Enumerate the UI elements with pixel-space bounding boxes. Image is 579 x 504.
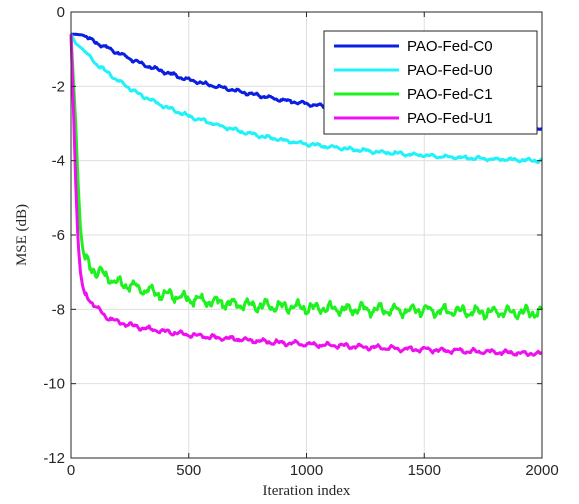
y-tick-label: -12 xyxy=(43,450,65,467)
legend-label: PAO-Fed-U1 xyxy=(407,110,493,127)
series-line-pao-fed-c1 xyxy=(69,34,544,321)
y-tick-label: 0 xyxy=(57,4,65,21)
x-tick-label: 0 xyxy=(67,462,75,479)
x-tick-label: 1000 xyxy=(290,462,323,479)
y-tick-label: -8 xyxy=(52,301,65,318)
series-line-pao-fed-u0 xyxy=(69,33,544,165)
x-tick-label: 1500 xyxy=(408,462,441,479)
tick-labels: 0 500 1000 1500 2000 -12 -10 -8 -6 -4 -2 0 xyxy=(43,4,558,479)
legend-label: PAO-Fed-C1 xyxy=(407,86,493,103)
y-tick-label: -2 xyxy=(52,78,65,95)
y-tick-label: -10 xyxy=(43,376,65,393)
y-axis-label: MSE (dB) xyxy=(14,204,30,266)
legend: PAO-Fed-C0 PAO-Fed-U0 PAO-Fed-C1 PAO-Fed-U1 xyxy=(323,30,538,135)
x-tick-label: 2000 xyxy=(525,462,558,479)
legend-label: PAO-Fed-C0 xyxy=(407,38,493,55)
legend-label: PAO-Fed-U0 xyxy=(407,62,493,79)
axis-ticks xyxy=(70,11,543,459)
y-tick-label: -6 xyxy=(52,227,65,244)
x-tick-label: 500 xyxy=(176,462,201,479)
series-line-pao-fed-u1 xyxy=(69,34,543,358)
x-axis-label: Iteration index xyxy=(263,483,351,499)
y-tick-label: -4 xyxy=(52,153,65,170)
